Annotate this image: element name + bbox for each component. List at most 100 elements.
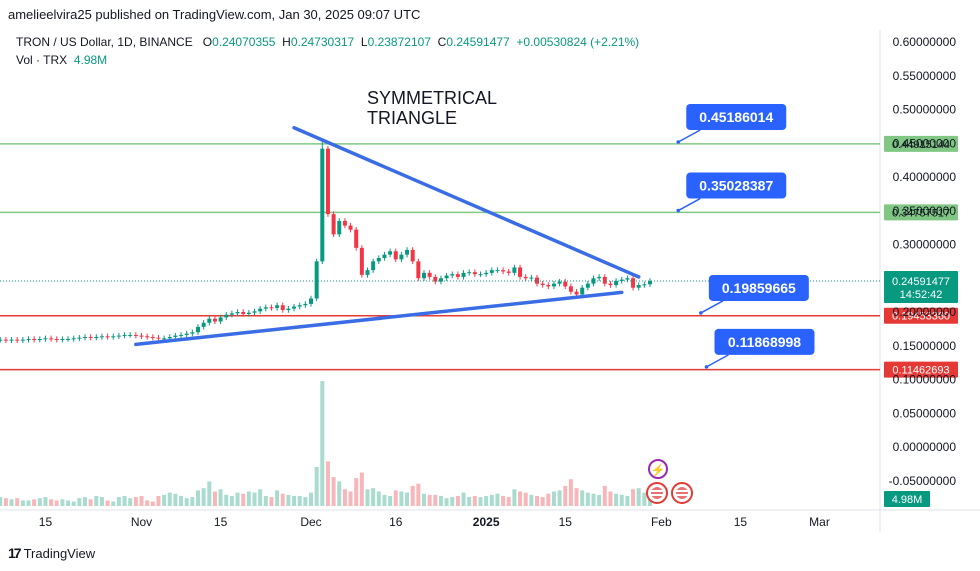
candle-body bbox=[37, 339, 42, 340]
change-value: +0.00530824 (+2.21%) bbox=[516, 35, 640, 49]
volume-bar bbox=[162, 494, 167, 506]
lightning-event-icon bbox=[648, 459, 668, 479]
symbol-name[interactable]: TRON / US Dollar, 1D, BINANCE bbox=[16, 35, 193, 49]
x-tick-label: Mar bbox=[809, 515, 830, 529]
volume-bar bbox=[376, 491, 381, 506]
candle-body bbox=[297, 305, 302, 307]
volume-bar bbox=[371, 488, 376, 506]
volume-bar bbox=[359, 472, 364, 506]
candle-body bbox=[241, 312, 246, 315]
volume-bar bbox=[455, 495, 460, 506]
volume-bar bbox=[580, 490, 585, 506]
y-tick-label: 0.05000000 bbox=[893, 406, 957, 420]
candle-body bbox=[455, 274, 460, 277]
candle-body bbox=[173, 335, 178, 337]
callout-pointer bbox=[677, 129, 701, 143]
callout-label: 0.45186014 bbox=[699, 109, 773, 125]
callout-box bbox=[714, 328, 815, 355]
volume-bar bbox=[450, 497, 455, 506]
volume-bar bbox=[557, 490, 562, 506]
candle-body bbox=[99, 336, 104, 338]
candle-body bbox=[196, 326, 200, 333]
volume-bar bbox=[71, 501, 76, 506]
candle-body bbox=[49, 338, 54, 340]
candle-body bbox=[235, 312, 240, 314]
volume-bar bbox=[416, 483, 421, 506]
volume-bar bbox=[241, 493, 246, 506]
candle-body bbox=[450, 274, 455, 276]
volume-bar bbox=[190, 497, 195, 506]
volume-bar bbox=[122, 495, 127, 506]
volume-bar bbox=[405, 492, 410, 506]
volume-bar bbox=[139, 495, 144, 506]
candle-body bbox=[320, 148, 325, 262]
candle-body bbox=[557, 281, 562, 284]
last-price-badge bbox=[884, 271, 958, 304]
candle-body bbox=[15, 339, 20, 341]
x-tick-label: Nov bbox=[131, 515, 152, 529]
candle-body bbox=[568, 286, 573, 292]
candle-body bbox=[116, 335, 121, 337]
y-tick-label: -0.05000000 bbox=[889, 474, 957, 488]
volume-bar bbox=[614, 493, 619, 506]
volume-bar bbox=[173, 493, 178, 506]
volume-bar bbox=[518, 491, 523, 506]
candle-body bbox=[263, 307, 268, 309]
candle-body bbox=[337, 220, 342, 235]
candle-body bbox=[591, 278, 596, 284]
x-tick-label: 2025 bbox=[473, 515, 500, 529]
volume-bar bbox=[156, 495, 161, 506]
candle-body bbox=[190, 332, 195, 334]
candle-body bbox=[427, 272, 432, 277]
candle-body bbox=[354, 229, 359, 248]
candle-body bbox=[382, 254, 387, 258]
volume-bar bbox=[252, 492, 257, 506]
candle-body bbox=[269, 307, 274, 309]
chart-title: SYMMETRICAL TRIANGLE bbox=[367, 88, 497, 128]
close-label: C bbox=[437, 35, 447, 49]
volume-bar bbox=[229, 495, 234, 506]
y-tick-label: 0.40000000 bbox=[893, 170, 957, 184]
volume-bar bbox=[116, 497, 121, 506]
candle-body bbox=[325, 148, 330, 215]
callout-label: 0.11868998 bbox=[728, 334, 801, 350]
volume-bar bbox=[325, 461, 330, 506]
last-price-label: 0.24591477 bbox=[892, 276, 950, 288]
candle-body bbox=[128, 334, 133, 336]
lightning-glyph: ⚡ bbox=[651, 463, 666, 477]
candle-body bbox=[359, 247, 364, 275]
candle-body bbox=[212, 318, 217, 322]
volume-bar bbox=[551, 491, 556, 506]
candle-body bbox=[331, 214, 336, 235]
candle-body bbox=[399, 254, 404, 260]
candle-body bbox=[150, 336, 155, 338]
volume-bar bbox=[444, 498, 449, 506]
candle-body bbox=[88, 336, 93, 338]
volume-bar bbox=[388, 495, 393, 506]
candle-body bbox=[540, 283, 545, 285]
callout-box bbox=[708, 274, 809, 301]
y-tick-label: 0.60000000 bbox=[893, 35, 957, 49]
level-label: 0.44915144 bbox=[892, 139, 950, 151]
candle-body bbox=[309, 298, 313, 304]
y-tick-label: 0.55000000 bbox=[893, 69, 957, 83]
candle-body bbox=[303, 303, 308, 306]
volume-bar bbox=[523, 492, 528, 506]
candle-body bbox=[348, 225, 353, 230]
volume-bar bbox=[625, 495, 630, 506]
callout-pointer bbox=[706, 354, 729, 368]
candle-body bbox=[472, 272, 477, 275]
flag-stripe bbox=[651, 494, 663, 496]
candle-body bbox=[602, 276, 607, 284]
horizontal-levels: 0.44915144 0.34757517 0.19453360 0.11462693 bbox=[0, 135, 958, 378]
countdown-label: 14:52:42 bbox=[900, 289, 943, 301]
volume-bar bbox=[365, 489, 370, 506]
volume-bar bbox=[320, 381, 325, 506]
x-tick-label: 15 bbox=[214, 515, 228, 529]
low-value: 0.23872107 bbox=[367, 35, 431, 49]
candle-body bbox=[489, 270, 494, 273]
candle-body bbox=[60, 339, 65, 340]
level-badge bbox=[884, 135, 958, 152]
volume-bar bbox=[88, 499, 93, 506]
